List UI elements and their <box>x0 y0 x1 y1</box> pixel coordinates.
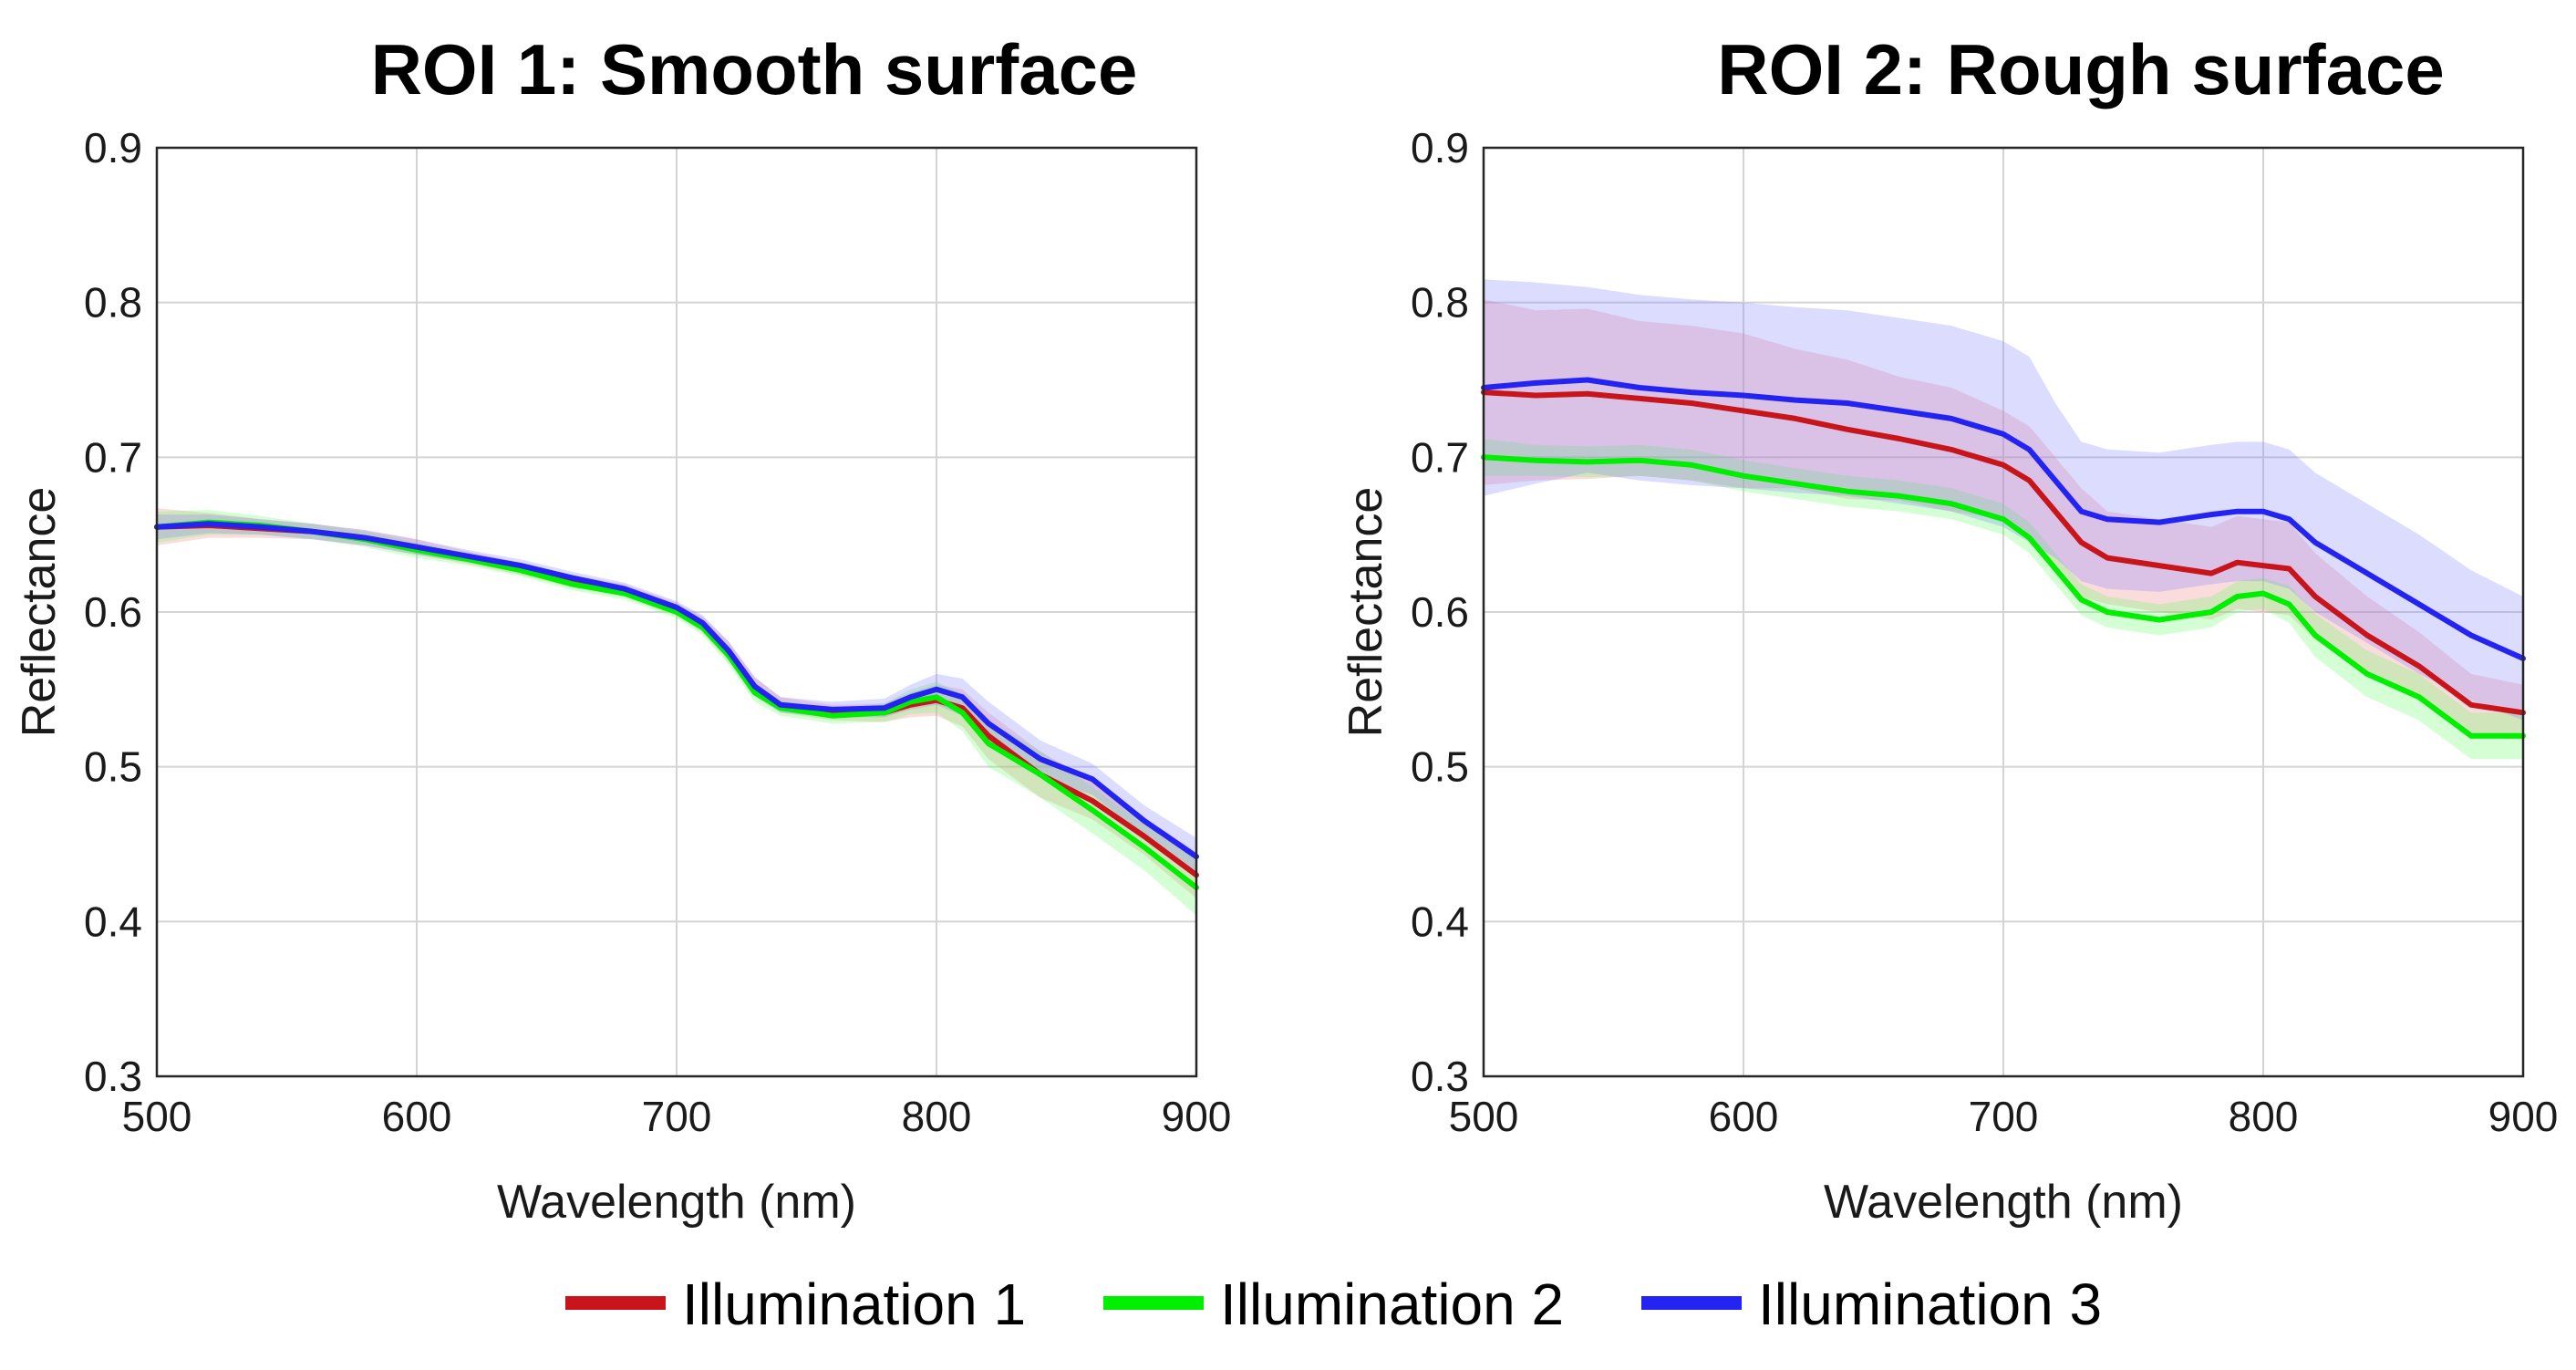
legend-label-illumination-3: Illumination 3 <box>1758 1271 2102 1337</box>
panel-2-chart: ROI 2: Rough surface 500 600 700 800 900 0.3 0.… <box>1340 29 2558 1229</box>
x-tick-label: 700 <box>642 1093 712 1140</box>
panel-1-frame <box>155 146 1198 1078</box>
legend-swatch-illumination-2 <box>1103 1296 1204 1310</box>
y-tick-label: 0.5 <box>1411 743 1469 791</box>
y-tick-label: 0.3 <box>84 1053 142 1100</box>
y-tick-label: 0.8 <box>1411 279 1469 327</box>
panel-1-title: ROI 1: Smooth surface <box>371 29 1138 109</box>
legend-swatch-illumination-3 <box>1641 1296 1742 1310</box>
panel-2-band-illumination-2 <box>1484 439 2523 760</box>
legend: Illumination 1 Illumination 2 Illumination… <box>565 1271 2102 1337</box>
y-tick-label: 0.3 <box>1411 1053 1469 1100</box>
legend-swatch-illumination-1 <box>565 1296 666 1310</box>
y-tick-label: 0.9 <box>1411 124 1469 171</box>
y-tick-label: 0.6 <box>84 588 142 636</box>
panel-2-line-illumination-3 <box>1481 377 2526 661</box>
y-tick-label: 0.5 <box>84 743 142 791</box>
y-tick-label: 0.4 <box>1411 898 1469 945</box>
y-tick-label: 0.7 <box>84 433 142 481</box>
x-tick-label: 700 <box>1969 1093 2039 1140</box>
panel-2-line-illumination-2 <box>1481 454 2526 739</box>
x-tick-label: 600 <box>382 1093 452 1140</box>
panel-2-title: ROI 2: Rough surface <box>1717 29 2444 109</box>
x-tick-label: 500 <box>1449 1093 1519 1140</box>
x-tick-label: 900 <box>2488 1093 2559 1140</box>
legend-label-illumination-2: Illumination 2 <box>1220 1271 1564 1337</box>
panel-1-x-axis-label: Wavelength (nm) <box>497 1176 856 1229</box>
y-tick-label: 0.7 <box>1411 433 1469 481</box>
panel-2-band-illumination-3 <box>1484 279 2523 721</box>
panel-1-line-illumination-3 <box>154 521 1199 860</box>
y-tick-label: 0.9 <box>84 124 142 171</box>
y-tick-label: 0.6 <box>1411 588 1469 636</box>
panel-1-y-axis-label: Reflectance <box>13 487 66 738</box>
legend-label-illumination-1: Illumination 1 <box>682 1271 1026 1337</box>
y-tick-label: 0.8 <box>84 279 142 327</box>
panel-2-frame <box>1482 146 2525 1078</box>
x-tick-label: 800 <box>902 1093 972 1140</box>
panel-2-x-axis-label: Wavelength (nm) <box>1824 1176 2183 1229</box>
x-tick-label: 900 <box>1162 1093 1232 1140</box>
panel-2-y-axis-label: Reflectance <box>1340 487 1392 738</box>
x-tick-label: 600 <box>1709 1093 1779 1140</box>
y-tick-label: 0.4 <box>84 898 142 945</box>
x-tick-label: 500 <box>122 1093 192 1140</box>
x-tick-label: 800 <box>2229 1093 2299 1140</box>
panel-1-chart: ROI 1: Smooth surface 500 600 700 800 900 0.3 0… <box>13 29 1231 1229</box>
panel-2-line-illumination-1 <box>1481 389 2526 716</box>
